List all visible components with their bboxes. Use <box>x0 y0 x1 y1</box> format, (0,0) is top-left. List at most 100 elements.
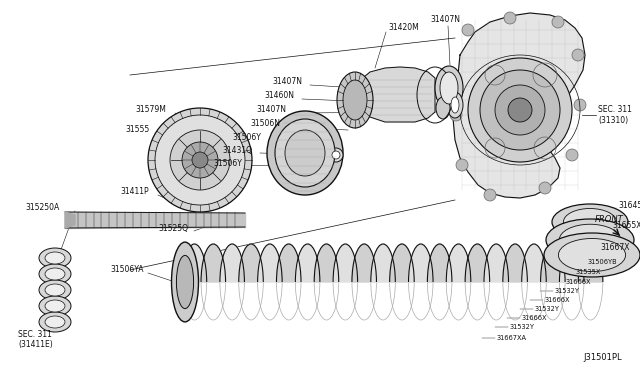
Ellipse shape <box>552 204 628 240</box>
Text: 31506YA: 31506YA <box>110 266 143 275</box>
Text: FRONT: FRONT <box>595 215 624 224</box>
Ellipse shape <box>462 24 474 36</box>
Text: 31506YB: 31506YB <box>588 259 618 265</box>
Text: 31667X: 31667X <box>600 244 630 253</box>
Polygon shape <box>559 244 584 282</box>
Ellipse shape <box>332 151 340 159</box>
Ellipse shape <box>39 296 71 316</box>
Text: 31525Q: 31525Q <box>158 224 188 232</box>
Text: SEC. 311
(31310): SEC. 311 (31310) <box>598 105 632 125</box>
Text: 31431Q: 31431Q <box>222 145 252 154</box>
Text: J31501PL: J31501PL <box>584 353 622 362</box>
Polygon shape <box>579 244 603 282</box>
Ellipse shape <box>508 98 532 122</box>
Polygon shape <box>446 244 471 282</box>
Ellipse shape <box>456 159 468 171</box>
Polygon shape <box>314 244 339 282</box>
Polygon shape <box>522 244 546 282</box>
Polygon shape <box>484 244 509 282</box>
Ellipse shape <box>39 264 71 284</box>
Polygon shape <box>352 244 376 282</box>
Text: 31407N: 31407N <box>272 77 302 87</box>
Ellipse shape <box>539 182 551 194</box>
Text: 31460N: 31460N <box>264 92 294 100</box>
Ellipse shape <box>436 97 450 119</box>
Polygon shape <box>220 244 244 282</box>
Text: 31667XA: 31667XA <box>497 335 527 341</box>
Text: 31506N: 31506N <box>250 119 280 128</box>
Text: 31655X: 31655X <box>612 221 640 230</box>
Polygon shape <box>428 244 452 282</box>
Ellipse shape <box>484 189 496 201</box>
Text: 31506Y: 31506Y <box>232 134 261 142</box>
Text: 31532Y: 31532Y <box>555 288 580 294</box>
Ellipse shape <box>440 72 458 104</box>
Ellipse shape <box>275 119 335 187</box>
Ellipse shape <box>574 99 586 111</box>
Text: 31407N: 31407N <box>430 16 460 25</box>
Text: 31506Y: 31506Y <box>213 158 242 167</box>
Text: 31666X: 31666X <box>522 315 547 321</box>
Ellipse shape <box>447 92 463 118</box>
Ellipse shape <box>45 284 65 296</box>
Ellipse shape <box>177 256 193 309</box>
Ellipse shape <box>148 108 252 212</box>
Ellipse shape <box>192 152 208 168</box>
Polygon shape <box>453 13 585 198</box>
Text: 315250A: 315250A <box>25 203 60 212</box>
Ellipse shape <box>544 233 640 277</box>
Polygon shape <box>295 244 320 282</box>
Text: 31532Y: 31532Y <box>510 324 535 330</box>
Polygon shape <box>541 244 565 282</box>
Text: 31579M: 31579M <box>135 106 166 115</box>
Ellipse shape <box>450 109 462 121</box>
Ellipse shape <box>45 252 65 264</box>
Ellipse shape <box>45 316 65 328</box>
Ellipse shape <box>45 300 65 312</box>
Text: SEC. 311
(31411E): SEC. 311 (31411E) <box>18 330 52 349</box>
Polygon shape <box>355 67 435 122</box>
Polygon shape <box>65 212 75 228</box>
Ellipse shape <box>572 49 584 61</box>
Text: 31535X: 31535X <box>576 269 602 275</box>
Polygon shape <box>465 244 490 282</box>
Polygon shape <box>258 244 282 282</box>
Ellipse shape <box>337 72 373 128</box>
Polygon shape <box>333 244 358 282</box>
Polygon shape <box>371 244 396 282</box>
Text: 31407N: 31407N <box>256 106 286 115</box>
Polygon shape <box>201 244 225 282</box>
Ellipse shape <box>559 224 621 256</box>
Ellipse shape <box>558 238 626 272</box>
Ellipse shape <box>451 97 459 113</box>
Ellipse shape <box>45 268 65 280</box>
Ellipse shape <box>39 312 71 332</box>
Ellipse shape <box>155 115 245 205</box>
Ellipse shape <box>285 130 325 176</box>
Ellipse shape <box>170 130 230 190</box>
Ellipse shape <box>172 242 198 322</box>
Ellipse shape <box>504 12 516 24</box>
Text: 31666X: 31666X <box>566 279 591 285</box>
Ellipse shape <box>468 58 572 162</box>
Text: 31420M: 31420M <box>388 23 419 32</box>
Ellipse shape <box>435 66 463 110</box>
Text: 31645X: 31645X <box>618 201 640 209</box>
Ellipse shape <box>329 148 343 162</box>
Polygon shape <box>390 244 414 282</box>
Text: 31411P: 31411P <box>120 187 148 196</box>
Text: 31532Y: 31532Y <box>535 306 560 312</box>
Polygon shape <box>182 244 207 282</box>
Ellipse shape <box>495 85 545 135</box>
Ellipse shape <box>566 149 578 161</box>
Ellipse shape <box>563 208 616 235</box>
Ellipse shape <box>39 280 71 300</box>
Polygon shape <box>239 244 263 282</box>
Ellipse shape <box>343 80 367 120</box>
Text: 31555: 31555 <box>125 125 149 135</box>
Ellipse shape <box>552 16 564 28</box>
Ellipse shape <box>267 111 343 195</box>
Ellipse shape <box>39 248 71 268</box>
Polygon shape <box>408 244 433 282</box>
Polygon shape <box>503 244 527 282</box>
